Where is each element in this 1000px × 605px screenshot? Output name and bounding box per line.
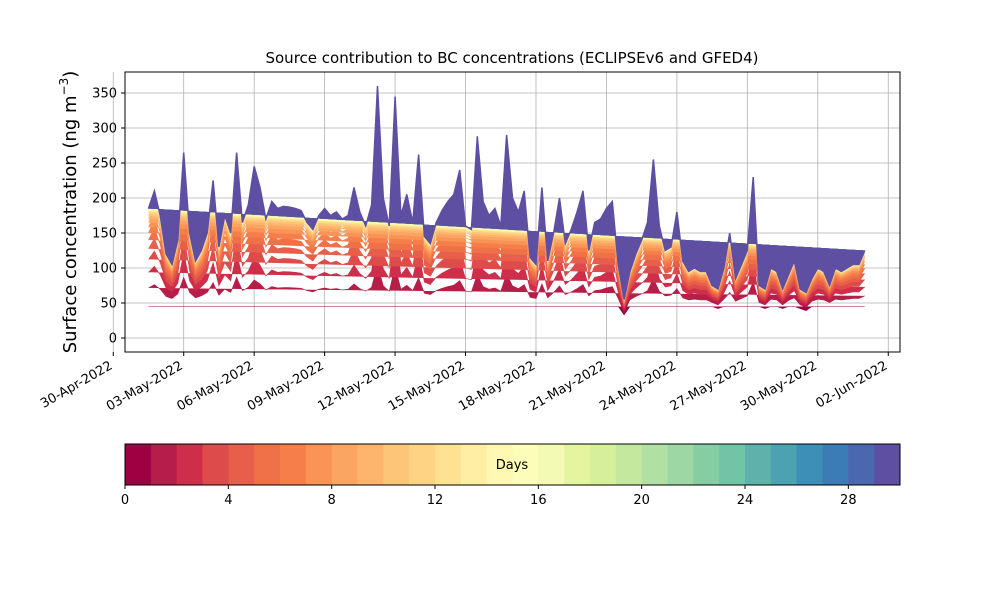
x-tick-label: 27-May-2022 [668,358,750,414]
x-axis: 30-Apr-202203-May-202206-May-202209-May-… [38,352,890,414]
colorbar-swatch [641,444,668,485]
colorbar-swatch [822,444,849,485]
colorbar-swatch [331,444,358,485]
x-tick-label: 06-May-2022 [174,358,256,414]
colorbar-swatch [693,444,720,485]
colorbar-swatch [383,444,410,485]
colorbar-swatch [512,444,539,485]
colorbar-swatch [254,444,281,485]
colorbar-swatch [125,444,152,485]
colorbar-swatch [770,444,798,485]
x-tick-label: 21-May-2022 [527,358,609,414]
y-tick-label: 100 [92,262,117,277]
y-tick-label: 200 [92,192,117,207]
colorbar-tick-label: 28 [840,493,857,508]
colorbar-tick-label: 0 [121,493,129,508]
y-tick-label: 50 [100,297,117,312]
colorbar-swatch [719,444,746,485]
x-tick-label: 03-May-2022 [104,358,186,414]
y-tick-label: 0 [109,332,117,347]
total-line [147,85,866,300]
x-tick-label: 02-Jun-2022 [813,358,890,411]
colorbar-swatch [538,444,565,485]
colorbar-swatch [590,444,617,485]
colorbar-swatch [305,444,333,485]
colorbar-label: Days [496,458,529,473]
colorbar-tick-label: 8 [328,493,336,508]
y-axis-label-close: ) [60,71,81,78]
x-tick-label: 09-May-2022 [245,358,327,414]
x-tick-label: 24-May-2022 [597,358,679,414]
stacked-areas [147,85,866,316]
y-tick-label: 350 [92,87,117,102]
colorbar [125,444,901,485]
colorbar-swatch [564,444,591,485]
x-tick-label: 18-May-2022 [456,358,538,414]
chart-title: Source contribution to BC concentrations… [265,49,758,67]
colorbar-tick-label: 12 [427,493,444,508]
colorbar-swatch [228,444,255,485]
y-axis: 0 50 100 150 200 250 300 350 [92,87,125,347]
y-tick-label: 250 [92,157,117,172]
x-tick-label: 30-May-2022 [738,358,820,414]
x-tick-label: 15-May-2022 [386,358,468,414]
area-band-day-0 [148,306,865,316]
colorbar-swatch [796,444,823,485]
y-axis-label-exponent: −3 [57,78,71,96]
colorbar-swatch [486,444,513,485]
plot-frame [124,71,901,353]
colorbar-swatch [357,444,384,485]
y-axis-label: Surface concentration (ng m−3) [57,71,81,354]
colorbar-swatch [460,444,488,485]
y-tick-label: 300 [92,122,117,137]
colorbar-tick-label: 20 [633,493,650,508]
colorbar-swatch [150,444,178,485]
colorbar-tick-label: 16 [530,493,547,508]
colorbar-swatch [280,444,307,485]
colorbar-swatch [745,444,772,485]
colorbar-swatch [409,444,436,485]
y-axis-label-text: Surface concentration (ng m [60,95,81,353]
colorbar-swatch [667,444,694,485]
colorbar-tick-label: 24 [737,493,754,508]
colorbar-swatch [615,444,643,485]
x-tick-label: 12-May-2022 [315,358,397,414]
colorbar-swatch [176,444,203,485]
colorbar-swatch [874,444,901,485]
colorbar-swatch [848,444,875,485]
colorbar-tick-label: 4 [224,493,232,508]
colorbar-swatch [435,444,462,485]
colorbar-axis: 0 4 8 12 16 20 24 28 [121,485,857,508]
y-tick-label: 150 [92,227,117,242]
colorbar-swatch [202,444,229,485]
x-tick-label: 30-Apr-2022 [38,358,115,411]
colorbar-frame [124,443,901,486]
